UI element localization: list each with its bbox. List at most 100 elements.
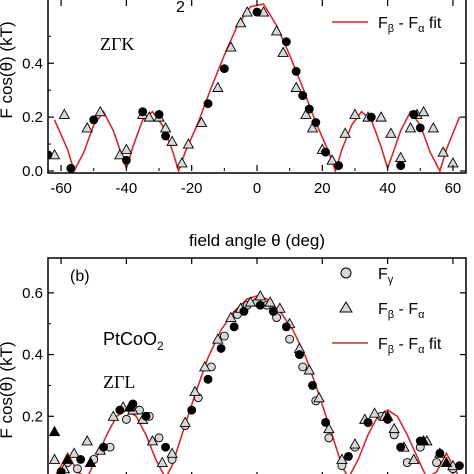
data-point-triangle [123, 401, 136, 412]
panel-b-compound: PtCoO2 [103, 329, 164, 353]
data-point-triangle [404, 121, 417, 133]
legend-gamma-label: Fγ [378, 266, 394, 286]
data-point-triangle [84, 456, 97, 468]
data-point-triangle [198, 360, 211, 372]
data-point-triangle [182, 138, 195, 149]
data-point-circle [281, 322, 291, 332]
data-point-triangle [146, 435, 159, 446]
data-point-triangle [48, 425, 61, 437]
data-point-triangle [225, 41, 237, 52]
data-point-circle [48, 150, 53, 160]
data-point-circle [219, 64, 229, 74]
data-point-triangle [270, 25, 283, 36]
panel-b-ticks: 0.2 0.4 0.6 [22, 258, 466, 474]
data-point-triangle [385, 127, 397, 138]
legend-diff-marker [339, 301, 353, 313]
data-point-triangle [195, 116, 208, 127]
data-point-circle [409, 109, 419, 119]
panel-a-ticks: -60 -40 -20 0 20 40 60 0.0 0.2 0.4 [22, 0, 466, 197]
data-point-circle [141, 411, 151, 421]
data-point-circle [219, 331, 229, 341]
data-point-triangle [179, 416, 191, 427]
x-tick-label: 40 [379, 180, 396, 197]
panel-b-direction-label: ZΓL [103, 372, 135, 392]
panel-a-clipped-text: 2 [176, 0, 185, 16]
panel-b-legend: Fγ Fβ - Fα Fβ - Fα fit [332, 266, 442, 356]
data-point-triangle [143, 111, 155, 122]
data-point-circle [291, 66, 301, 76]
data-point-circle [203, 374, 213, 384]
data-point-triangle [212, 81, 224, 92]
data-point-circle [89, 115, 99, 125]
x-tick-label: -40 [116, 180, 138, 197]
data-point-circle [363, 418, 373, 427]
data-point-triangle [323, 422, 335, 434]
panel-a-frame [47, 0, 467, 174]
data-point-circle [154, 433, 164, 443]
data-point-circle [295, 350, 304, 360]
data-point-triangle [241, 6, 253, 17]
data-point-circle [432, 458, 442, 468]
data-point-circle [311, 118, 321, 127]
data-point-triangle [58, 108, 71, 119]
data-point-triangle [368, 407, 381, 418]
panel-b-marks [48, 290, 464, 474]
data-point-circle [396, 442, 406, 452]
data-point-circle [252, 7, 262, 17]
data-point-circle [285, 334, 295, 344]
data-point-triangle [300, 108, 312, 119]
x-tick-label: -60 [50, 180, 72, 197]
data-point-triangle [176, 156, 188, 168]
data-point-triangle [212, 333, 224, 344]
data-point-triangle [427, 121, 440, 133]
data-point-circle [308, 380, 317, 390]
data-point-triangle [156, 456, 169, 468]
x-axis-label: field angle θ (deg) [189, 231, 325, 250]
data-point-triangle [417, 435, 430, 446]
data-point-triangle [234, 16, 247, 28]
data-point-triangle [407, 453, 420, 464]
data-point-triangle [189, 385, 201, 397]
data-point-triangle [381, 410, 394, 421]
data-point-triangle [107, 410, 120, 421]
data-point-triangle [166, 135, 178, 146]
data-point-circle [321, 418, 331, 427]
data-point-circle [203, 99, 213, 109]
panel-b-y-axis-label: F cos(θ) (kT) [0, 341, 16, 438]
data-point-circle [121, 414, 131, 424]
data-point-triangle [81, 435, 93, 446]
data-point-triangle [336, 453, 348, 464]
x-tick-label: -20 [181, 180, 203, 197]
data-point-circle [455, 461, 464, 471]
data-point-circle [281, 37, 291, 47]
data-point-circle [239, 306, 249, 316]
data-point-triangle [48, 453, 61, 464]
y-tick-label: 0.2 [22, 109, 43, 126]
legend-fit-label: Fβ - Fα fit [378, 336, 442, 356]
data-point-circle [298, 362, 308, 372]
data-point-triangle [225, 311, 237, 322]
data-point-triangle [417, 105, 430, 117]
data-point-circle [138, 107, 148, 117]
data-point-circle [161, 131, 171, 141]
y-tick-label: 0.2 [22, 408, 43, 425]
data-point-triangle [81, 121, 93, 133]
data-point-circle [396, 161, 406, 171]
legend-diff-label: Fβ - Fα [378, 301, 425, 321]
y-tick-label: 0.6 [22, 285, 43, 302]
data-point-triangle [166, 447, 178, 458]
y-tick-label: 0.4 [22, 347, 43, 364]
panel-a-marks [48, 6, 459, 173]
data-point-circle [255, 300, 265, 310]
data-point-circle [321, 147, 331, 157]
data-point-triangle [303, 364, 316, 375]
data-point-triangle [61, 453, 74, 464]
data-point-circle [334, 161, 344, 171]
x-tick-label: 0 [253, 180, 261, 197]
x-tick-label: 60 [445, 180, 462, 197]
data-point-circle [154, 109, 164, 119]
data-point-circle [324, 433, 334, 443]
data-point-circle [161, 442, 171, 452]
data-point-circle [121, 155, 131, 165]
